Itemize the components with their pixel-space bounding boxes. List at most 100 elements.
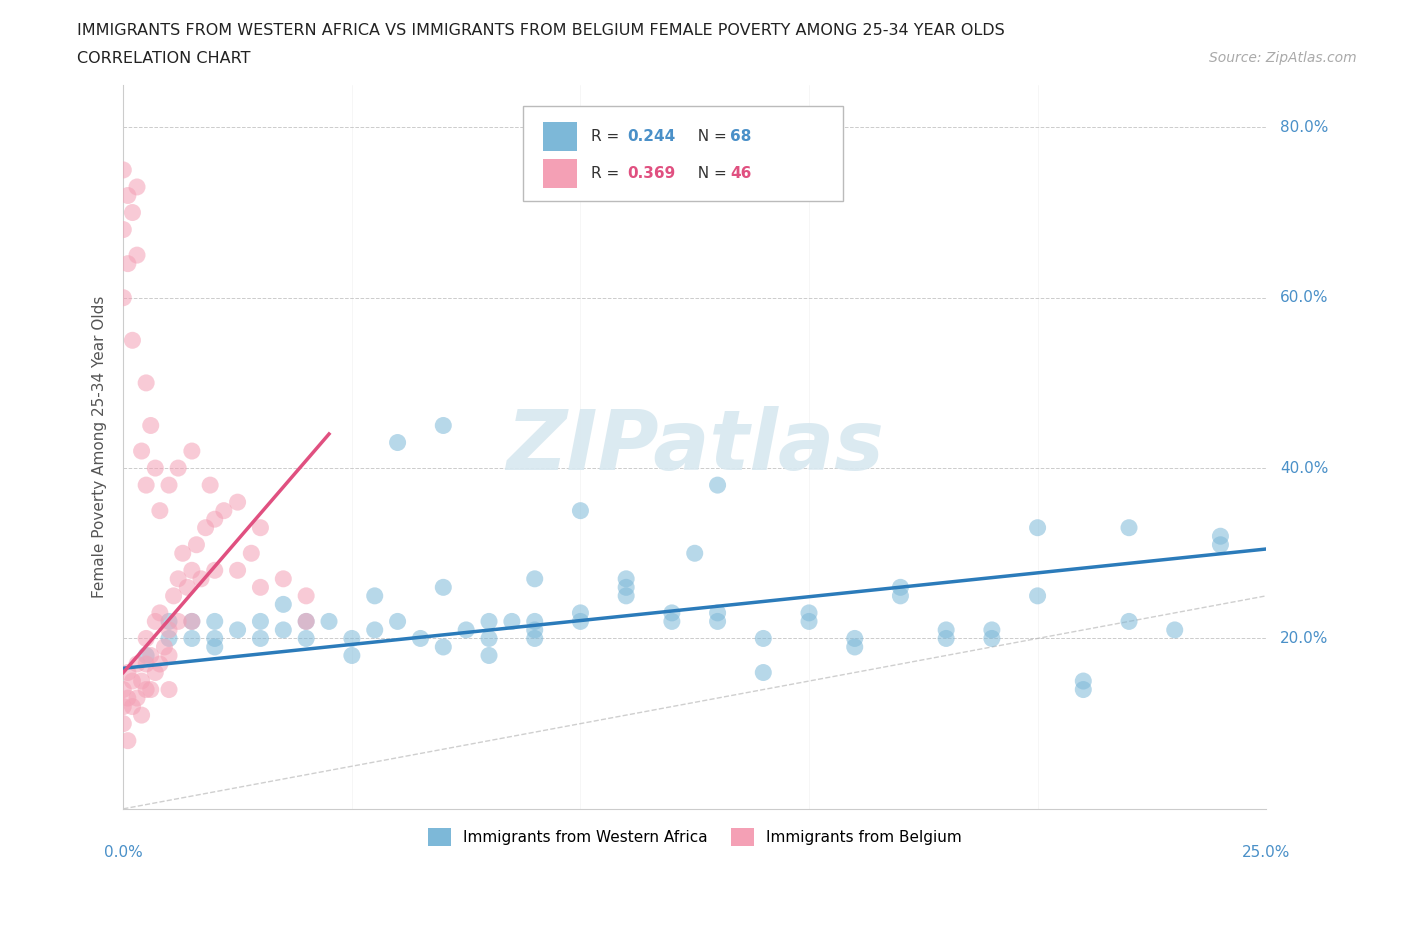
Point: [980, 631, 1002, 646]
Point: [226, 622, 249, 637]
Point: [249, 631, 271, 646]
Point: [523, 631, 546, 646]
Point: [844, 640, 866, 655]
Point: [135, 631, 157, 646]
Point: [176, 580, 198, 595]
Point: [112, 682, 135, 697]
Point: [157, 648, 180, 663]
Point: [131, 444, 153, 458]
Point: [149, 503, 172, 518]
Point: [194, 520, 217, 535]
Point: [167, 460, 190, 475]
Point: [167, 614, 190, 629]
Point: [706, 605, 728, 620]
Point: [935, 631, 957, 646]
Point: [1164, 622, 1187, 637]
Point: [249, 614, 271, 629]
Point: [157, 614, 180, 629]
Point: [478, 631, 501, 646]
Point: [752, 631, 775, 646]
Point: [387, 435, 409, 450]
Point: [364, 589, 387, 604]
Point: [153, 640, 176, 655]
Point: [432, 640, 454, 655]
Y-axis label: Female Poverty Among 25-34 Year Olds: Female Poverty Among 25-34 Year Olds: [93, 296, 107, 598]
Point: [935, 622, 957, 637]
Point: [135, 682, 157, 697]
Point: [143, 614, 166, 629]
Point: [661, 614, 683, 629]
Point: [456, 622, 478, 637]
Point: [162, 589, 184, 604]
Point: [157, 682, 180, 697]
Text: 0.369: 0.369: [627, 166, 675, 181]
Point: [204, 640, 226, 655]
Point: [889, 580, 911, 595]
Text: ZIPatlas: ZIPatlas: [506, 406, 883, 487]
Point: [131, 673, 153, 688]
Point: [249, 580, 271, 595]
Point: [706, 614, 728, 629]
Point: [980, 622, 1002, 637]
Point: [387, 614, 409, 629]
Point: [112, 163, 135, 178]
Point: [889, 589, 911, 604]
Point: [112, 290, 135, 305]
Point: [121, 206, 143, 220]
Point: [340, 648, 363, 663]
Point: [186, 538, 208, 552]
Point: [295, 631, 318, 646]
Text: 80.0%: 80.0%: [1279, 120, 1329, 135]
Text: 60.0%: 60.0%: [1279, 290, 1329, 305]
Point: [569, 503, 592, 518]
Text: R =: R =: [591, 128, 624, 143]
Point: [157, 622, 180, 637]
Point: [226, 563, 249, 578]
Point: [1118, 520, 1140, 535]
Point: [204, 614, 226, 629]
Point: [614, 571, 637, 586]
FancyBboxPatch shape: [543, 122, 576, 151]
Point: [117, 188, 139, 203]
Point: [117, 256, 139, 271]
Point: [121, 699, 143, 714]
Point: [112, 222, 135, 237]
Point: [135, 657, 157, 671]
Point: [706, 478, 728, 493]
Text: 20.0%: 20.0%: [1279, 631, 1329, 646]
FancyBboxPatch shape: [523, 106, 844, 201]
Point: [172, 546, 194, 561]
Point: [1118, 614, 1140, 629]
Point: [139, 648, 162, 663]
Point: [271, 597, 294, 612]
Point: [157, 478, 180, 493]
Point: [125, 657, 148, 671]
Point: [204, 563, 226, 578]
Point: [190, 571, 212, 586]
Point: [157, 631, 180, 646]
Point: [135, 478, 157, 493]
Point: [797, 605, 820, 620]
Point: [139, 418, 162, 433]
Point: [614, 580, 637, 595]
Point: [295, 589, 318, 604]
Point: [180, 631, 202, 646]
Point: [226, 495, 249, 510]
Point: [125, 247, 148, 262]
Point: [271, 571, 294, 586]
Text: 46: 46: [730, 166, 752, 181]
Text: Source: ZipAtlas.com: Source: ZipAtlas.com: [1209, 51, 1357, 65]
Point: [1209, 529, 1232, 544]
Point: [212, 503, 235, 518]
Point: [752, 665, 775, 680]
Point: [198, 478, 221, 493]
Point: [295, 614, 318, 629]
Point: [523, 622, 546, 637]
Point: [121, 673, 143, 688]
Point: [240, 546, 263, 561]
Point: [523, 614, 546, 629]
Point: [131, 708, 153, 723]
Point: [432, 418, 454, 433]
Text: 40.0%: 40.0%: [1279, 460, 1329, 475]
Point: [204, 631, 226, 646]
